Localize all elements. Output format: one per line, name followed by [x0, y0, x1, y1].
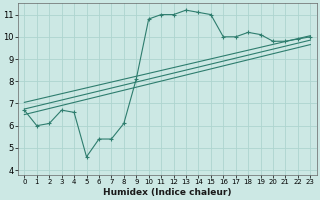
X-axis label: Humidex (Indice chaleur): Humidex (Indice chaleur) [103, 188, 232, 197]
